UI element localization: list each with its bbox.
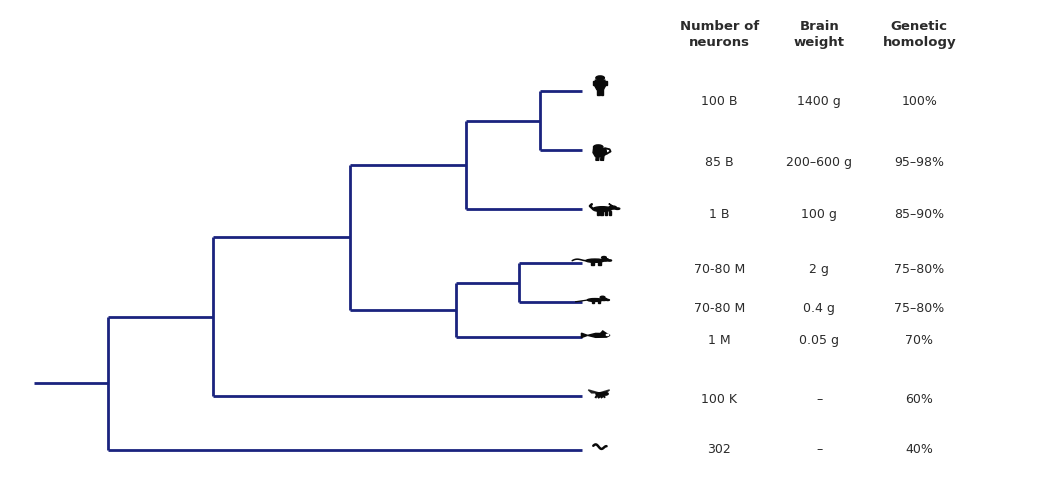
Text: 302: 302 [707, 443, 731, 456]
Polygon shape [592, 301, 594, 303]
Circle shape [602, 393, 608, 395]
Ellipse shape [608, 260, 611, 261]
Text: 2 g: 2 g [810, 262, 829, 276]
Polygon shape [598, 301, 600, 303]
Ellipse shape [602, 259, 608, 261]
Polygon shape [596, 156, 599, 160]
Polygon shape [588, 334, 610, 337]
Text: Brain
weight: Brain weight [794, 20, 845, 50]
Text: 0.4 g: 0.4 g [803, 302, 836, 315]
Ellipse shape [609, 206, 617, 209]
Text: 100 g: 100 g [801, 207, 838, 221]
Polygon shape [605, 211, 607, 215]
Polygon shape [605, 81, 607, 85]
Polygon shape [597, 89, 600, 94]
Polygon shape [609, 211, 611, 215]
Ellipse shape [601, 298, 607, 300]
Text: 0.05 g: 0.05 g [799, 334, 840, 347]
Polygon shape [601, 89, 603, 94]
Text: 70%: 70% [905, 334, 933, 347]
Polygon shape [597, 211, 599, 215]
Polygon shape [595, 80, 606, 90]
Text: 40%: 40% [905, 443, 933, 456]
Circle shape [594, 145, 603, 150]
Text: 70-80 M: 70-80 M [693, 302, 745, 315]
Text: 1400 g: 1400 g [797, 94, 841, 108]
Polygon shape [599, 390, 609, 393]
Circle shape [596, 76, 604, 80]
Circle shape [602, 257, 606, 259]
Circle shape [600, 296, 605, 299]
Text: 75–80%: 75–80% [894, 302, 945, 315]
Ellipse shape [588, 299, 602, 301]
Polygon shape [589, 390, 599, 393]
Polygon shape [593, 81, 596, 85]
Text: 85–90%: 85–90% [895, 207, 945, 221]
Ellipse shape [596, 393, 604, 395]
Text: 95–98%: 95–98% [895, 156, 945, 169]
Circle shape [606, 335, 608, 336]
Ellipse shape [616, 208, 620, 209]
Text: 100 B: 100 B [701, 94, 737, 108]
Text: 75–80%: 75–80% [894, 262, 945, 276]
Text: 100 K: 100 K [701, 393, 737, 406]
Text: 100%: 100% [901, 94, 937, 108]
Text: 70-80 M: 70-80 M [693, 262, 745, 276]
Text: 60%: 60% [905, 393, 933, 406]
Text: 1 B: 1 B [709, 207, 730, 221]
Polygon shape [601, 156, 604, 160]
Polygon shape [609, 204, 612, 206]
Polygon shape [600, 211, 603, 215]
Text: Number of
neurons: Number of neurons [680, 20, 759, 50]
Text: –: – [816, 443, 822, 456]
Ellipse shape [585, 259, 604, 262]
Text: 1 M: 1 M [708, 334, 731, 347]
Polygon shape [600, 331, 606, 334]
Polygon shape [592, 262, 594, 264]
Polygon shape [593, 149, 607, 157]
Ellipse shape [593, 206, 611, 211]
Text: Genetic
homology: Genetic homology [882, 20, 956, 50]
Text: 200–600 g: 200–600 g [786, 156, 852, 169]
Text: 85 B: 85 B [705, 156, 734, 169]
Polygon shape [581, 333, 588, 337]
Polygon shape [598, 262, 601, 264]
Text: –: – [816, 393, 822, 406]
